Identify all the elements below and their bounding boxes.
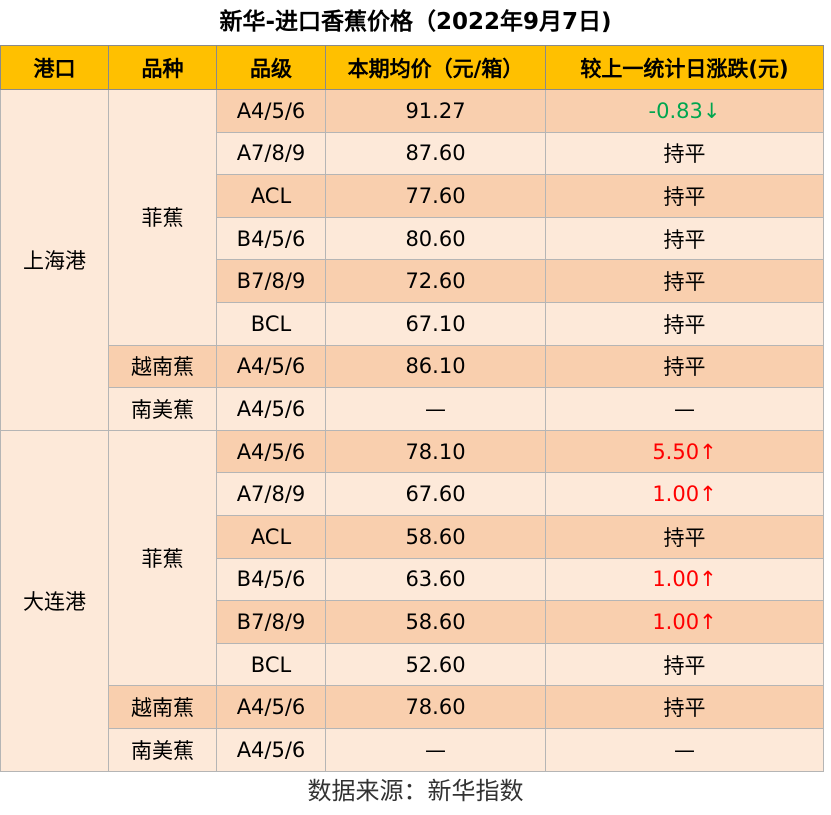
price-cell: — <box>325 727 546 772</box>
table-row: 南美蕉 A4/5/6— — <box>1 727 824 772</box>
price-cell: 87.60 <box>325 131 546 176</box>
change-cell: 持平 <box>545 259 824 303</box>
change-cell: 1.00↑ <box>545 472 824 516</box>
table-row: 上海港 菲蕉 A4/5/6 91.27 -0.83↓ <box>0 89 824 431</box>
table-row: 越南蕉 A4/5/6 78.60 持平 <box>1 685 824 729</box>
grade-cell: A7/8/9 <box>216 131 326 176</box>
table-row: A7/8/9 87.60 持平 <box>1 131 824 176</box>
change-cell: — <box>545 387 824 431</box>
change-cell: 1.00↑ <box>545 600 824 644</box>
grade-cell: ACL <box>216 174 326 218</box>
price-cell: 77.60 <box>325 174 546 218</box>
change-cell: 5.50↑ <box>545 429 824 474</box>
change-cell: 1.00↑ <box>545 557 824 602</box>
table-row: 大连港 菲蕉 A4/5/6 78.10 5.50↑ <box>0 429 824 772</box>
variety-cell: 菲蕉 <box>108 89 217 346</box>
grade-cell: BCL <box>216 642 326 687</box>
variety-cell: 越南蕉 <box>108 344 217 389</box>
table-title: 新华-进口香蕉价格（2022年9月7日) <box>219 9 612 35</box>
change-cell: 持平 <box>545 301 824 346</box>
table-row: ACL 58.60 持平 <box>1 514 824 559</box>
grade-cell: A4/5/6 <box>216 429 326 474</box>
header-price: 本期均价（元/箱） <box>325 45 546 90</box>
variety-cell: 南美蕉 <box>108 727 217 772</box>
price-cell: 78.10 <box>325 429 546 474</box>
header-change: 较上一统计日涨跌(元) <box>545 45 824 90</box>
change-cell: 持平 <box>545 174 824 218</box>
change-cell: -0.83↓ <box>545 89 824 133</box>
header-variety: 品种 <box>108 45 217 90</box>
table-row: B4/5/6 63.60 1.00↑ <box>1 557 824 602</box>
grade-cell: B4/5/6 <box>216 557 326 602</box>
price-cell: 52.60 <box>325 642 546 687</box>
price-cell: 78.60 <box>325 685 546 729</box>
grade-cell: B7/8/9 <box>216 259 326 303</box>
price-cell: 72.60 <box>325 259 546 303</box>
grade-cell: B7/8/9 <box>216 600 326 644</box>
price-cell: 58.60 <box>325 600 546 644</box>
grade-cell: A4/5/6 <box>216 727 326 772</box>
header-grade: 品级 <box>216 45 326 90</box>
change-cell: 持平 <box>545 344 824 389</box>
table-row: B4/5/6 80.60 持平 <box>1 216 824 261</box>
table-row: BCL 52.60 持平 <box>1 642 824 687</box>
table-row: 南美蕉 A4/5/6— — <box>1 387 824 431</box>
header-row: 港口 品种 品级 本期均价（元/箱） 较上一统计日涨跌(元) <box>0 45 824 90</box>
price-cell: 80.60 <box>325 216 546 261</box>
grade-cell: A4/5/6 <box>216 685 326 729</box>
change-cell: 持平 <box>545 514 824 559</box>
table-row: ACL 77.60 持平 <box>1 174 824 218</box>
change-cell: 持平 <box>545 131 824 176</box>
table-row: 越南蕉 A4/5/6 86.10 持平 <box>1 344 824 389</box>
port-cell: 大连港 <box>0 429 109 772</box>
table-row: B7/8/9 58.60 1.00↑ <box>1 600 824 644</box>
price-cell: 58.60 <box>325 514 546 559</box>
price-cell: 67.60 <box>325 472 546 516</box>
change-cell: — <box>545 727 824 772</box>
grade-cell: A4/5/6 <box>216 89 326 133</box>
grade-cell: ACL <box>216 514 326 559</box>
change-cell: 持平 <box>545 216 824 261</box>
change-cell: 持平 <box>545 685 824 729</box>
grade-cell: BCL <box>216 301 326 346</box>
variety-cell: 越南蕉 <box>108 685 217 729</box>
table-row: B7/8/9 72.60 持平 <box>1 259 824 303</box>
price-cell: 91.27 <box>325 89 546 133</box>
header-port: 港口 <box>0 45 109 90</box>
change-cell: 持平 <box>545 642 824 687</box>
price-cell: 67.10 <box>325 301 546 346</box>
grade-cell: A4/5/6 <box>216 387 326 431</box>
price-cell: — <box>325 387 546 431</box>
grade-cell: B4/5/6 <box>216 216 326 261</box>
banana-price-table: 港口 品种 品级 本期均价（元/箱） 较上一统计日涨跌(元) 上海港 菲蕉 A4/5… <box>0 45 824 772</box>
variety-cell: 菲蕉 <box>108 429 217 687</box>
price-cell: 86.10 <box>325 344 546 389</box>
port-cell: 上海港 <box>0 89 109 431</box>
price-cell: 63.60 <box>325 557 546 602</box>
grade-cell: A7/8/9 <box>216 472 326 516</box>
grade-cell: A4/5/6 <box>216 344 326 389</box>
variety-cell: 南美蕉 <box>108 387 217 431</box>
source-note: 数据来源：新华指数 <box>307 777 524 805</box>
